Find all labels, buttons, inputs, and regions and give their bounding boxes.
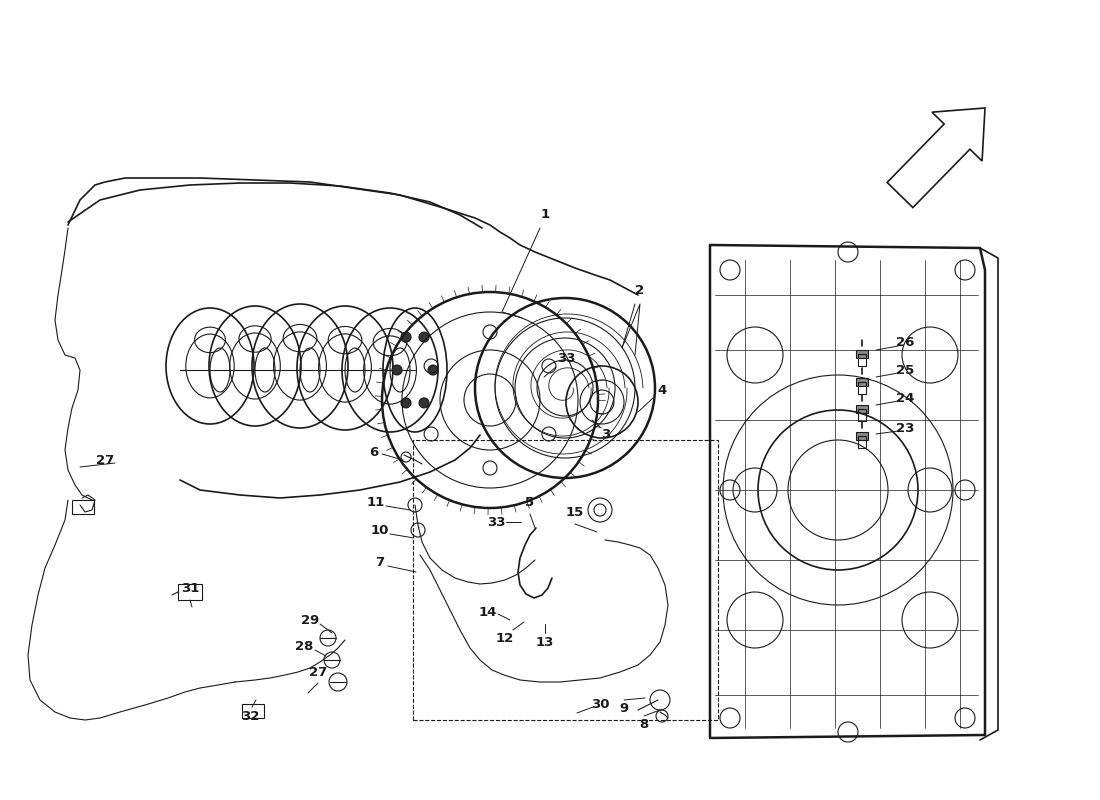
Circle shape bbox=[419, 398, 429, 408]
Text: 13: 13 bbox=[536, 635, 554, 649]
Text: 10: 10 bbox=[371, 523, 389, 537]
Bar bbox=[856, 350, 868, 358]
Bar bbox=[178, 584, 202, 600]
Text: 32: 32 bbox=[241, 710, 260, 722]
Text: 4: 4 bbox=[658, 383, 667, 397]
Bar bbox=[856, 378, 868, 386]
Bar bbox=[858, 354, 866, 366]
Text: 33: 33 bbox=[486, 515, 505, 529]
Text: 27: 27 bbox=[96, 454, 114, 466]
Text: 2: 2 bbox=[636, 283, 645, 297]
Text: 12: 12 bbox=[496, 631, 514, 645]
Bar bbox=[72, 500, 94, 514]
Text: 31: 31 bbox=[180, 582, 199, 594]
Circle shape bbox=[392, 365, 402, 375]
Text: 33: 33 bbox=[557, 351, 575, 365]
Text: 3: 3 bbox=[602, 429, 610, 442]
Text: 25: 25 bbox=[895, 363, 914, 377]
Text: 1: 1 bbox=[540, 209, 550, 222]
Bar bbox=[242, 704, 264, 718]
Circle shape bbox=[402, 332, 411, 342]
Text: 23: 23 bbox=[895, 422, 914, 434]
Bar bbox=[858, 409, 866, 421]
Text: 30: 30 bbox=[591, 698, 609, 710]
Bar bbox=[412, 440, 718, 720]
Text: 6: 6 bbox=[370, 446, 378, 458]
Text: 11: 11 bbox=[367, 495, 385, 509]
Text: 27: 27 bbox=[309, 666, 327, 678]
Text: 14: 14 bbox=[478, 606, 497, 618]
Bar bbox=[858, 436, 866, 448]
Circle shape bbox=[402, 398, 411, 408]
Bar bbox=[856, 432, 868, 440]
Circle shape bbox=[428, 365, 438, 375]
Bar bbox=[858, 382, 866, 394]
Text: 15: 15 bbox=[565, 506, 584, 518]
Text: 5: 5 bbox=[526, 495, 535, 509]
Text: 29: 29 bbox=[301, 614, 319, 626]
Text: 24: 24 bbox=[895, 391, 914, 405]
Circle shape bbox=[419, 332, 429, 342]
Text: 26: 26 bbox=[895, 335, 914, 349]
Text: 9: 9 bbox=[619, 702, 628, 714]
Text: 8: 8 bbox=[639, 718, 649, 730]
Bar bbox=[856, 405, 868, 413]
Text: 28: 28 bbox=[295, 641, 313, 654]
Text: 7: 7 bbox=[375, 555, 385, 569]
